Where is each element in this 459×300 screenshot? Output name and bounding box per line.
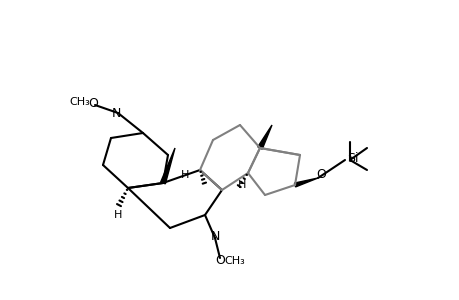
Polygon shape [294,178,317,187]
Text: O: O [88,97,98,110]
Text: O: O [315,169,325,182]
Text: Si: Si [347,152,358,164]
Text: H: H [180,170,189,180]
Text: CH₃: CH₃ [224,256,245,266]
Text: CH₃: CH₃ [69,97,90,107]
Text: H: H [113,210,122,220]
Polygon shape [160,148,174,184]
Polygon shape [257,125,271,149]
Text: H: H [237,180,246,190]
Text: O: O [215,254,224,266]
Text: N: N [111,106,120,119]
Text: N: N [210,230,219,244]
